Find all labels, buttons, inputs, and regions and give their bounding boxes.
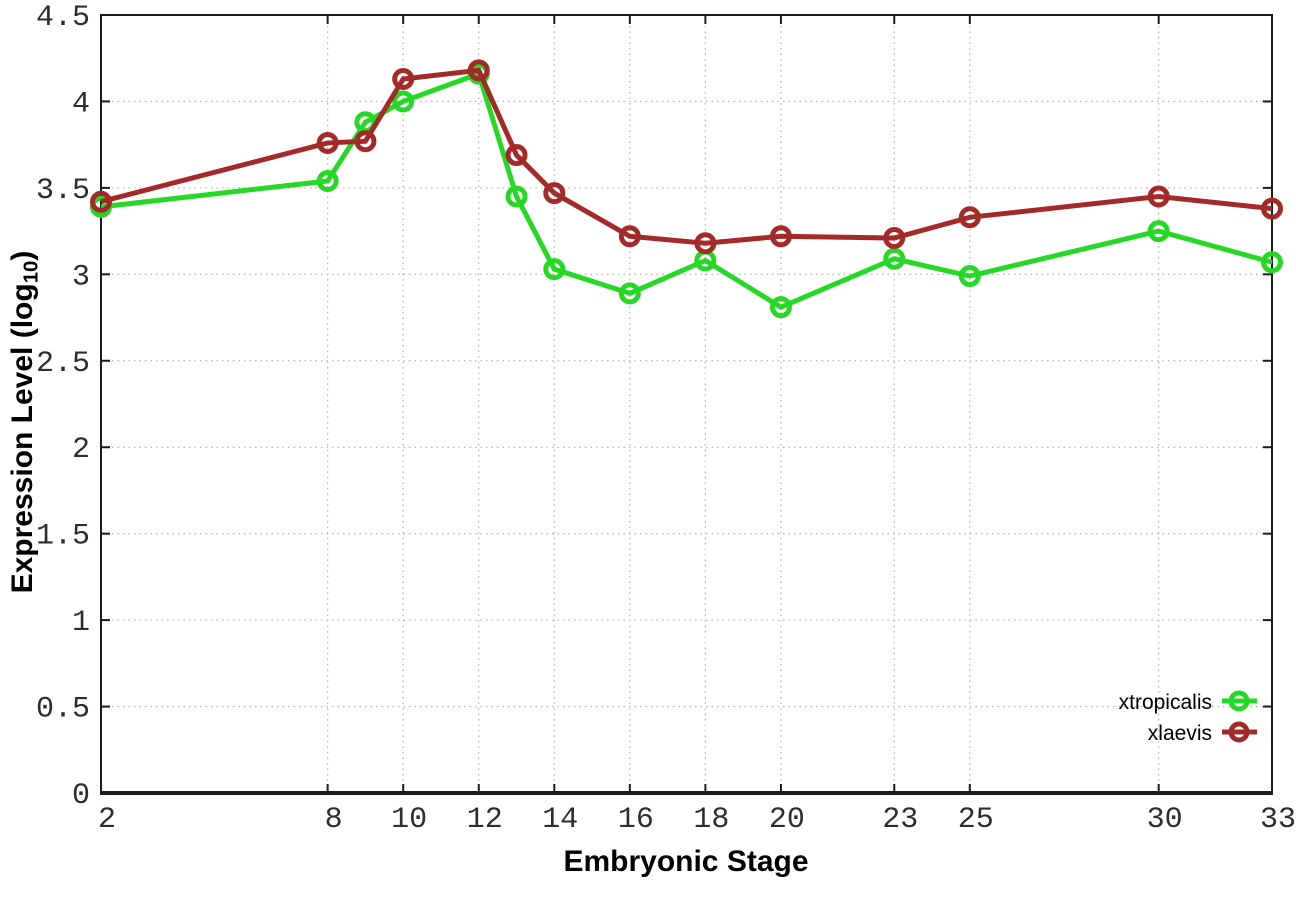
legend-marker	[1228, 721, 1250, 743]
data-point-xlaevis	[467, 59, 490, 82]
legend-item-xtropicalis: xtropicalis	[1119, 690, 1257, 714]
data-point-xlaevis	[1261, 197, 1283, 220]
y-tick-label: 4.5	[36, 1, 90, 35]
plot-border	[100, 14, 1273, 794]
legend-item-xlaevis: xlaevis	[1148, 721, 1257, 745]
legend-marker	[1228, 690, 1250, 712]
y-axis-title-close: )	[6, 250, 39, 261]
data-point-xlaevis	[354, 130, 377, 153]
x-tick-label: 33	[1260, 803, 1296, 837]
y-tick-label: 4	[72, 87, 90, 121]
data-point-xlaevis	[90, 190, 112, 213]
y-axis-title: Expression Level (log10)	[6, 212, 43, 632]
y-axis-title-subscript: 10	[20, 260, 43, 284]
data-point-xtropicalis	[316, 169, 339, 192]
y-axis-title-main: Expression Level (log	[6, 283, 39, 594]
data-point-xlaevis	[618, 225, 641, 248]
y-tick-label: 3.5	[36, 174, 90, 208]
y-tick-label: 0	[72, 779, 90, 813]
data-point-xtropicalis	[883, 247, 906, 270]
data-point-xtropicalis	[1261, 251, 1283, 274]
data-point-xtropicalis	[958, 265, 981, 288]
x-axis-title: Embryonic Stage	[563, 845, 809, 878]
y-tick-label: 2	[72, 433, 90, 467]
data-point-xtropicalis	[505, 185, 528, 208]
data-point-xlaevis	[392, 67, 415, 90]
data-point-xlaevis	[769, 225, 792, 248]
x-tick-label: 30	[1147, 803, 1183, 837]
x-tick-label: 20	[769, 803, 805, 837]
data-point-xlaevis	[543, 182, 566, 205]
x-tick-label: 16	[618, 803, 654, 837]
data-point-xlaevis	[1147, 185, 1170, 208]
x-tick-label: 18	[693, 803, 729, 837]
data-point-xtropicalis	[618, 282, 641, 305]
y-tick-label: 0.5	[36, 693, 90, 727]
y-tick-label: 1.5	[36, 520, 90, 554]
data-point-xtropicalis	[1147, 220, 1170, 243]
x-tick-label: 23	[882, 803, 918, 837]
x-tick-label: 10	[391, 803, 427, 837]
legend-label: xtropicalis	[1119, 691, 1212, 714]
data-point-xtropicalis	[392, 90, 415, 113]
x-tick-label: 25	[958, 803, 994, 837]
y-tick-label: 3	[72, 260, 90, 294]
data-point-xlaevis	[505, 144, 528, 167]
data-point-xlaevis	[958, 206, 981, 229]
x-tick-label: 14	[542, 803, 578, 837]
x-tick-label: 8	[325, 803, 343, 837]
data-point-xtropicalis	[769, 296, 792, 319]
data-point-xlaevis	[694, 232, 717, 255]
data-point-xlaevis	[883, 227, 906, 250]
y-tick-label: 1	[72, 606, 90, 640]
data-point-xtropicalis	[543, 258, 566, 281]
legend-label: xlaevis	[1148, 722, 1212, 745]
y-tick-label: 2.5	[36, 347, 90, 381]
series-line-xlaevis	[100, 67, 1273, 246]
x-tick-label: 12	[467, 803, 503, 837]
x-tick-label: 2	[98, 803, 116, 837]
data-point-xlaevis	[316, 131, 339, 154]
series-line-xtropicalis	[100, 70, 1273, 310]
